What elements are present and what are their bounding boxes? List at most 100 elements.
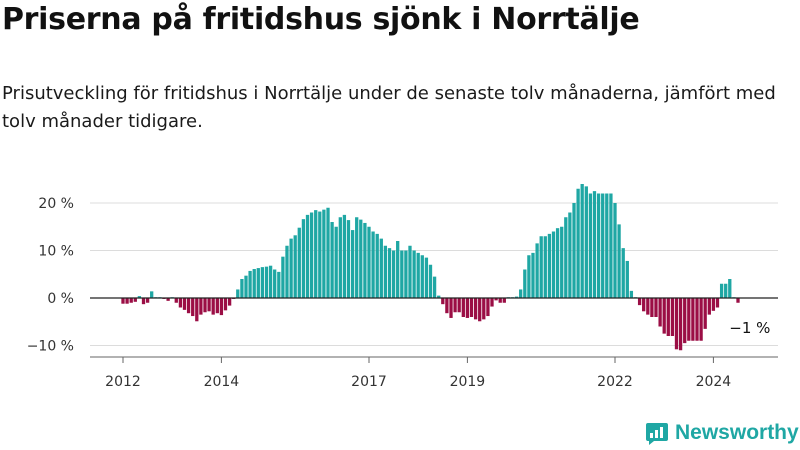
brand-name: Newsworthy [675, 421, 799, 444]
x-tick-label: 2012 [105, 374, 141, 390]
bar [560, 226, 564, 298]
bar [637, 298, 642, 306]
bar [555, 228, 560, 298]
bar [469, 298, 474, 317]
bar [642, 298, 646, 312]
bar [457, 298, 461, 313]
bar [687, 298, 691, 341]
bar [703, 298, 707, 329]
bar [391, 250, 396, 298]
bar [145, 298, 150, 303]
bar [199, 298, 203, 315]
bar [490, 298, 494, 307]
bar [453, 298, 457, 313]
bar [121, 298, 125, 304]
bar [223, 298, 228, 311]
bar [248, 270, 252, 298]
bar [281, 256, 285, 298]
bar [211, 298, 215, 315]
bar [486, 298, 490, 317]
bar [719, 283, 724, 298]
bar [424, 257, 429, 298]
bar [519, 289, 523, 298]
bar [342, 214, 347, 298]
bar [527, 255, 531, 298]
bar [609, 193, 613, 298]
bar [318, 211, 322, 298]
bar [330, 222, 334, 298]
bar [322, 209, 326, 298]
bar [264, 266, 269, 298]
bar [715, 298, 720, 308]
y-tick-label: 10 % [38, 244, 74, 260]
bar [178, 298, 183, 308]
bar [268, 265, 273, 298]
bar [219, 298, 224, 316]
bar [625, 260, 629, 298]
bar [350, 230, 355, 298]
x-tick-label: 2022 [597, 374, 633, 390]
bar [285, 245, 289, 298]
bar [297, 227, 301, 298]
bar [326, 207, 330, 298]
bar [412, 250, 416, 298]
bar [150, 291, 154, 298]
bar [186, 298, 191, 314]
bar [482, 298, 486, 320]
bar [371, 231, 375, 298]
bar [289, 238, 293, 298]
bar [728, 279, 732, 298]
x-tick-label: 2017 [351, 374, 387, 390]
bar [498, 298, 502, 303]
bar [691, 298, 695, 341]
bar [724, 283, 728, 298]
bar [309, 212, 314, 298]
bar [383, 245, 388, 298]
chart-subtitle: Prisutveckling för fritidshus i Norrtälj… [2, 83, 776, 132]
bar [592, 191, 597, 298]
newsworthy-brand: Newsworthy [645, 420, 799, 446]
newsworthy-logo-icon [646, 423, 668, 445]
bar [137, 296, 142, 298]
bar [461, 298, 465, 317]
bar [646, 298, 650, 315]
bar [666, 298, 670, 336]
bar [502, 298, 506, 303]
bar [191, 298, 195, 317]
bar [301, 219, 306, 298]
bar [650, 298, 654, 317]
bar [445, 298, 449, 314]
bar [494, 298, 498, 301]
bar [387, 248, 392, 298]
bar [605, 193, 609, 298]
bar [293, 235, 297, 298]
bar [699, 298, 703, 341]
bar [236, 289, 240, 298]
bar [363, 222, 367, 298]
bar [125, 298, 129, 304]
bar [514, 296, 519, 298]
bar [711, 298, 716, 311]
bar [621, 248, 625, 298]
bar [273, 269, 277, 298]
bar [277, 271, 281, 298]
bar [400, 250, 404, 298]
bar [535, 243, 539, 298]
bar [473, 298, 478, 320]
bar [240, 279, 244, 298]
bar [129, 298, 133, 303]
bar [428, 264, 433, 298]
bar [260, 267, 265, 298]
y-tick-label: −10 % [27, 339, 74, 355]
bar [408, 245, 412, 298]
bar [674, 298, 679, 350]
bar [416, 252, 420, 298]
bar [707, 298, 711, 315]
bar [244, 275, 248, 298]
bar [437, 295, 441, 298]
bar [572, 203, 576, 298]
bar [367, 226, 371, 298]
bar [596, 193, 601, 298]
bar [465, 298, 470, 318]
